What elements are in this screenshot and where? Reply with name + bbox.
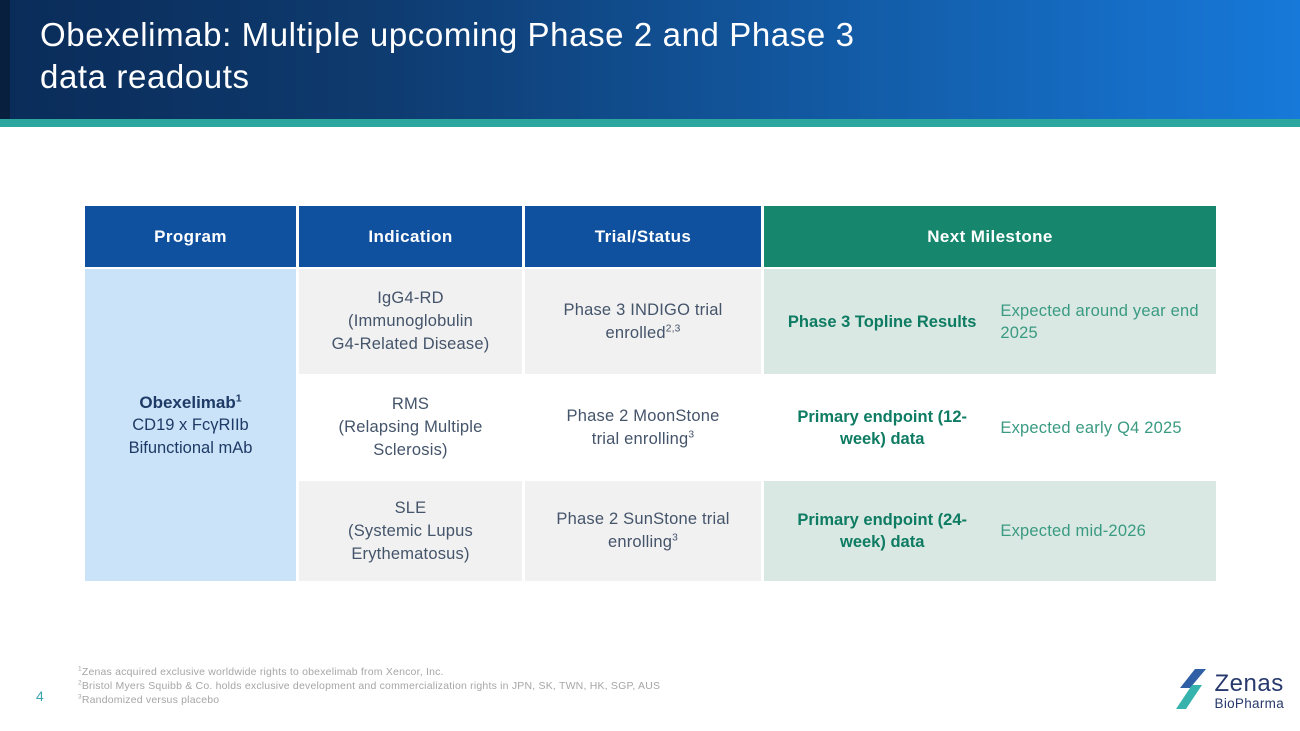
footnote-superscript: 2: [78, 679, 82, 687]
zenas-bolt-icon: [1173, 668, 1209, 715]
trial-status-cell-indigo: Phase 3 INDIGO trial enrolled2,3: [525, 269, 761, 374]
indication-line: G4-Related Disease): [331, 335, 490, 353]
indication-line: (Systemic Lupus: [348, 521, 473, 540]
indication-line: RMS: [391, 395, 430, 413]
trial-superscript: 3: [672, 532, 679, 544]
column-header-indication: Indication: [299, 206, 522, 267]
page-number: 4: [36, 688, 44, 704]
column-header-trial-status: Trial/Status: [525, 206, 761, 267]
milestone-expected-date: Expected early Q4 2025: [1000, 418, 1182, 437]
program-name-text: Obexelimab: [139, 392, 236, 412]
logo-name: Zenas: [1214, 670, 1284, 697]
trial-text: enrolled: [605, 323, 666, 342]
footnote-text: Zenas acquired exclusive worldwide right…: [81, 666, 444, 678]
indication-line: Sclerosis): [373, 441, 448, 459]
footnote-1: 1Zenas acquired exclusive worldwide righ…: [78, 665, 660, 679]
trial-text: trial enrolling: [591, 429, 689, 448]
trial-line: Phase 2 SunStone trial: [556, 510, 730, 528]
column-header-next-milestone-label: Next Milestone: [927, 226, 1053, 246]
indication-line: IgG4-RD: [377, 289, 444, 307]
indication-line: SLE: [394, 498, 427, 517]
footnote-superscript: 1: [78, 665, 82, 673]
trial-line: enrolled2,3: [605, 322, 680, 345]
footnote-text: Bristol Myers Squibb & Co. holds exclusi…: [81, 680, 661, 692]
milestone-cell-rms: Primary endpoint (12-week) data Expected…: [764, 376, 1216, 479]
indication-line: Erythematosus): [351, 544, 470, 563]
milestone-cell-igg4rd: Phase 3 Topline Results Expected around …: [764, 269, 1216, 374]
trial-line: Phase 3 INDIGO trial: [563, 300, 723, 319]
indication-cell-igg4rd: IgG4-RD (Immunoglobulin G4-Related Disea…: [299, 269, 522, 374]
trial-line: Phase 2 MoonStone: [566, 406, 720, 425]
milestone-expected-date: Expected mid-2026: [1000, 522, 1146, 540]
trial-line: trial enrolling3: [592, 428, 694, 451]
footnote-2: 2Bristol Myers Squibb & Co. holds exclus…: [78, 679, 660, 693]
milestone-cell-sle: Primary endpoint (24-week) data Expected…: [764, 481, 1216, 581]
trial-status-cell-sunstone: Phase 2 SunStone trial enrolling3: [525, 481, 761, 581]
indication-line: (Immunoglobulin: [348, 312, 473, 330]
trial-superscript: 2,3: [665, 323, 681, 334]
column-header-trial-status-label: Trial/Status: [594, 226, 692, 246]
trial-status-cell-moonstone: Phase 2 MoonStone trial enrolling3: [525, 376, 761, 479]
program-modality-line: Bifunctional mAb: [128, 438, 253, 457]
indication-line: (Relapsing Multiple: [338, 418, 483, 436]
footnotes: 1Zenas acquired exclusive worldwide righ…: [78, 665, 660, 707]
program-target-line: CD19 x FcγRIIb: [132, 415, 249, 434]
footnote-superscript: 3: [78, 693, 82, 701]
trial-superscript: 3: [688, 429, 695, 440]
trial-text: enrolling: [607, 533, 673, 551]
zenas-biopharma-logo: Zenas BioPharma: [1173, 668, 1284, 715]
footnote-3: 3Randomized versus placebo: [78, 693, 660, 707]
indication-cell-rms: RMS (Relapsing Multiple Sclerosis): [299, 376, 522, 479]
milestone-label: Primary endpoint (12-week) data: [797, 407, 967, 448]
readouts-table: Program Indication Trial/Status Next Mil…: [85, 206, 1216, 581]
column-header-program: Program: [85, 206, 296, 267]
milestone-label: Phase 3 Topline Results: [787, 312, 977, 331]
footnote-text: Randomized versus placebo: [81, 694, 220, 706]
title-bar: Obexelimab: Multiple upcoming Phase 2 an…: [0, 0, 1300, 119]
indication-cell-sle: SLE (Systemic Lupus Erythematosus): [299, 481, 522, 581]
program-cell-obexelimab: Obexelimab1 CD19 x FcγRIIb Bifunctional …: [85, 269, 296, 581]
page-title-line-1: Obexelimab: Multiple upcoming Phase 2 an…: [40, 16, 855, 53]
column-header-next-milestone: Next Milestone: [764, 206, 1216, 267]
program-name: Obexelimab1: [139, 391, 241, 414]
page-title-line-2: data readouts: [40, 58, 250, 95]
column-header-program-label: Program: [154, 226, 227, 246]
milestone-label: Primary endpoint (24-week) data: [797, 511, 967, 551]
milestone-expected-date: Expected around year end 2025: [1000, 301, 1199, 342]
page-title: Obexelimab: Multiple upcoming Phase 2 an…: [40, 14, 855, 98]
trial-line: enrolling3: [608, 531, 678, 554]
title-accent-rule: [0, 119, 1300, 127]
logo-text: Zenas BioPharma: [1214, 670, 1284, 712]
column-header-indication-label: Indication: [368, 226, 453, 246]
program-name-superscript: 1: [235, 391, 242, 404]
logo-subname: BioPharma: [1214, 696, 1284, 711]
